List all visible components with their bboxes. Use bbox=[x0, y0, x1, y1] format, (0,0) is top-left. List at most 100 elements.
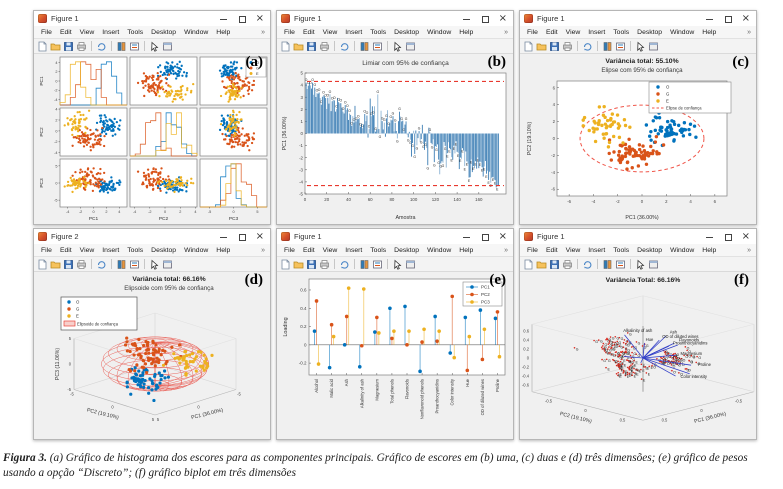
menu-item-tools[interactable]: Tools bbox=[370, 246, 387, 254]
open-file-icon[interactable] bbox=[50, 259, 61, 270]
rotate-3d-icon[interactable] bbox=[582, 259, 593, 270]
window-titlebar[interactable]: Figure 1 × bbox=[277, 11, 513, 26]
edit-plot-icon[interactable] bbox=[392, 41, 403, 52]
edit-plot-icon[interactable] bbox=[149, 259, 160, 270]
menu-item-help[interactable]: Help bbox=[702, 246, 717, 254]
menu-item-insert[interactable]: Insert bbox=[102, 246, 120, 254]
menu-item-help[interactable]: Help bbox=[702, 28, 717, 36]
insert-colorbar-icon[interactable] bbox=[359, 259, 370, 270]
edit-plot-icon[interactable] bbox=[635, 41, 646, 52]
print-icon[interactable] bbox=[319, 259, 330, 270]
close-button[interactable]: × bbox=[255, 230, 264, 242]
insert-legend-icon[interactable] bbox=[615, 259, 626, 270]
menu-overflow-icon[interactable]: » bbox=[504, 28, 508, 36]
print-icon[interactable] bbox=[562, 259, 573, 270]
menu-item-edit[interactable]: Edit bbox=[302, 28, 315, 36]
insert-legend-icon[interactable] bbox=[615, 41, 626, 52]
insert-colorbar-icon[interactable] bbox=[602, 259, 613, 270]
maximize-button[interactable] bbox=[724, 15, 732, 23]
maximize-button[interactable] bbox=[238, 15, 246, 23]
edit-plot-icon[interactable] bbox=[635, 259, 646, 270]
window-titlebar[interactable]: Figure 1 × bbox=[520, 11, 756, 26]
insert-colorbar-icon[interactable] bbox=[359, 41, 370, 52]
print-icon[interactable] bbox=[319, 41, 330, 52]
new-figure-icon[interactable] bbox=[37, 41, 48, 52]
menu-item-insert[interactable]: Insert bbox=[588, 28, 606, 36]
menu-item-tools[interactable]: Tools bbox=[613, 246, 630, 254]
open-file-icon[interactable] bbox=[293, 41, 304, 52]
menu-item-help[interactable]: Help bbox=[216, 246, 231, 254]
menu-item-file[interactable]: File bbox=[41, 28, 52, 36]
menu-item-insert[interactable]: Insert bbox=[345, 28, 363, 36]
save-figure-icon[interactable] bbox=[63, 259, 74, 270]
menu-item-help[interactable]: Help bbox=[216, 28, 231, 36]
dock-figure-icon[interactable] bbox=[648, 41, 659, 52]
menu-overflow-icon[interactable]: » bbox=[747, 28, 751, 36]
minimize-button[interactable] bbox=[219, 15, 228, 23]
open-file-icon[interactable] bbox=[536, 41, 547, 52]
menu-item-window[interactable]: Window bbox=[184, 28, 209, 36]
menu-item-window[interactable]: Window bbox=[670, 246, 695, 254]
insert-legend-icon[interactable] bbox=[129, 41, 140, 52]
menu-item-insert[interactable]: Insert bbox=[102, 28, 120, 36]
menu-item-desktop[interactable]: Desktop bbox=[394, 246, 420, 254]
minimize-button[interactable] bbox=[705, 15, 714, 23]
insert-legend-icon[interactable] bbox=[372, 41, 383, 52]
menu-item-file[interactable]: File bbox=[527, 28, 538, 36]
menu-item-file[interactable]: File bbox=[41, 246, 52, 254]
menu-item-desktop[interactable]: Desktop bbox=[637, 28, 663, 36]
window-titlebar[interactable]: Figure 1 × bbox=[520, 229, 756, 244]
new-figure-icon[interactable] bbox=[37, 259, 48, 270]
menu-item-view[interactable]: View bbox=[565, 246, 581, 254]
print-icon[interactable] bbox=[562, 41, 573, 52]
close-button[interactable]: × bbox=[741, 12, 750, 24]
rotate-3d-icon[interactable] bbox=[96, 259, 107, 270]
menu-item-insert[interactable]: Insert bbox=[345, 246, 363, 254]
save-figure-icon[interactable] bbox=[63, 41, 74, 52]
menu-item-view[interactable]: View bbox=[79, 28, 95, 36]
maximize-button[interactable] bbox=[238, 233, 246, 241]
menu-item-view[interactable]: View bbox=[322, 28, 338, 36]
window-titlebar[interactable]: Figure 2 × bbox=[34, 229, 270, 244]
menu-item-edit[interactable]: Edit bbox=[545, 28, 558, 36]
minimize-button[interactable] bbox=[219, 233, 228, 241]
close-button[interactable]: × bbox=[498, 12, 507, 24]
rotate-3d-icon[interactable] bbox=[339, 41, 350, 52]
minimize-button[interactable] bbox=[462, 15, 471, 23]
dock-figure-icon[interactable] bbox=[648, 259, 659, 270]
menu-item-tools[interactable]: Tools bbox=[127, 246, 144, 254]
menu-item-tools[interactable]: Tools bbox=[370, 28, 387, 36]
minimize-button[interactable] bbox=[462, 233, 471, 241]
menu-item-window[interactable]: Window bbox=[427, 28, 452, 36]
menu-overflow-icon[interactable]: » bbox=[747, 246, 751, 254]
dock-figure-icon[interactable] bbox=[405, 259, 416, 270]
menu-item-tools[interactable]: Tools bbox=[127, 28, 144, 36]
close-button[interactable]: × bbox=[498, 230, 507, 242]
open-file-icon[interactable] bbox=[50, 41, 61, 52]
dock-figure-icon[interactable] bbox=[162, 41, 173, 52]
maximize-button[interactable] bbox=[724, 233, 732, 241]
menu-item-desktop[interactable]: Desktop bbox=[394, 28, 420, 36]
new-figure-icon[interactable] bbox=[523, 259, 534, 270]
new-figure-icon[interactable] bbox=[280, 259, 291, 270]
menu-item-window[interactable]: Window bbox=[427, 246, 452, 254]
edit-plot-icon[interactable] bbox=[149, 41, 160, 52]
dock-figure-icon[interactable] bbox=[162, 259, 173, 270]
menu-item-view[interactable]: View bbox=[565, 28, 581, 36]
window-titlebar[interactable]: Figure 1 × bbox=[34, 11, 270, 26]
rotate-3d-icon[interactable] bbox=[582, 41, 593, 52]
menu-item-desktop[interactable]: Desktop bbox=[151, 246, 177, 254]
menu-item-help[interactable]: Help bbox=[459, 28, 474, 36]
insert-legend-icon[interactable] bbox=[372, 259, 383, 270]
insert-colorbar-icon[interactable] bbox=[116, 41, 127, 52]
menu-item-edit[interactable]: Edit bbox=[59, 246, 72, 254]
menu-item-view[interactable]: View bbox=[322, 246, 338, 254]
menu-overflow-icon[interactable]: » bbox=[261, 28, 265, 36]
menu-item-file[interactable]: File bbox=[284, 246, 295, 254]
menu-item-insert[interactable]: Insert bbox=[588, 246, 606, 254]
minimize-button[interactable] bbox=[705, 233, 714, 241]
menu-item-help[interactable]: Help bbox=[459, 246, 474, 254]
menu-item-file[interactable]: File bbox=[527, 246, 538, 254]
save-figure-icon[interactable] bbox=[306, 41, 317, 52]
insert-legend-icon[interactable] bbox=[129, 259, 140, 270]
